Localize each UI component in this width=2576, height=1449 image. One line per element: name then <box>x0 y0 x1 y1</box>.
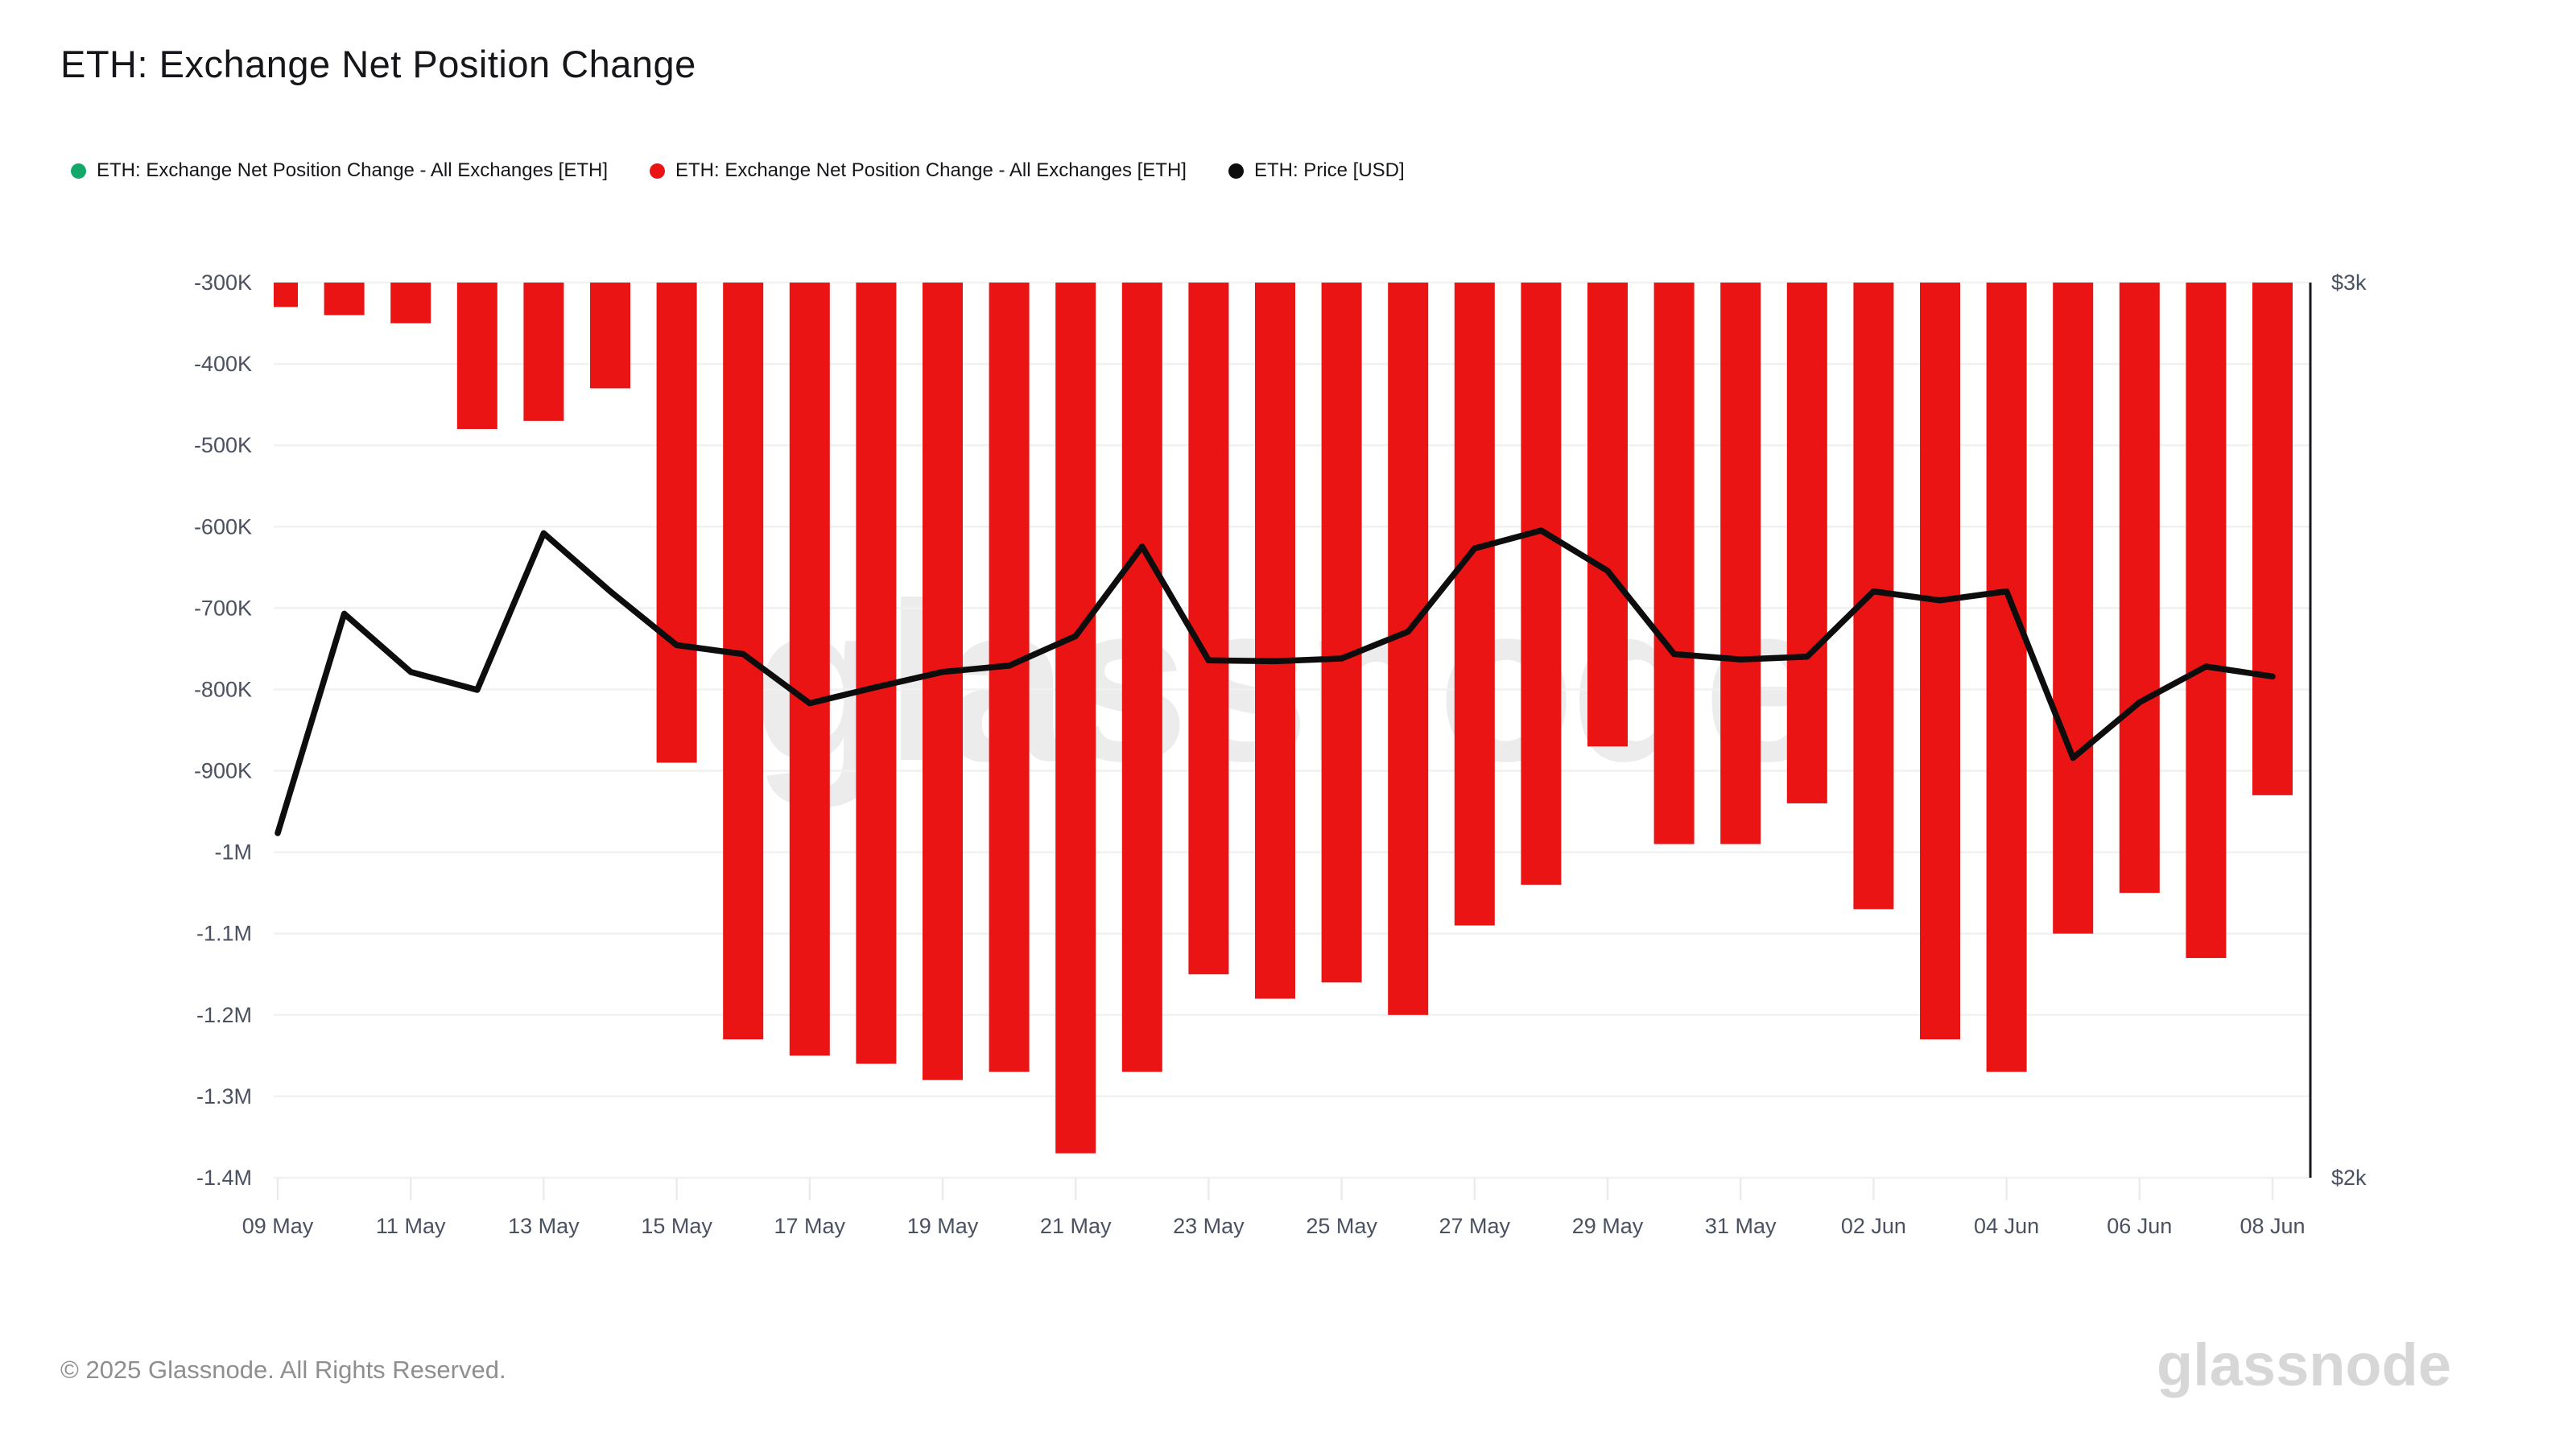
legend-item-net-position-positive[interactable]: ETH: Exchange Net Position Change - All … <box>71 159 608 182</box>
netflow-bar <box>274 283 298 308</box>
y-axis-label: -800K <box>194 677 252 701</box>
netflow-bar <box>1388 283 1429 1015</box>
netflow-bar <box>2119 283 2160 894</box>
netflow-bar <box>1188 283 1229 975</box>
netflow-bar <box>2252 283 2293 795</box>
y-axis-label: -1M <box>215 840 253 865</box>
netflow-bar <box>1055 283 1096 1154</box>
netflow-bar <box>1920 283 1960 1040</box>
netflow-bar <box>2186 283 2227 959</box>
x-axis-label: 11 May <box>376 1214 446 1238</box>
netflow-bar <box>1653 283 1695 844</box>
x-axis-label: 15 May <box>641 1214 712 1238</box>
legend-dot-red-icon <box>649 163 665 179</box>
x-axis-label: 31 May <box>1705 1214 1777 1238</box>
netflow-bar <box>456 283 497 429</box>
netflow-bar <box>1786 283 1827 803</box>
y-axis-label: -700K <box>194 596 252 620</box>
netflow-bar <box>590 283 630 389</box>
y-axis-label: -1.2M <box>196 1003 252 1027</box>
y-axis-label: -1.3M <box>196 1084 252 1108</box>
x-axis-label: 04 Jun <box>1974 1214 2039 1238</box>
y-axis-label: -600K <box>194 514 252 539</box>
y-axis-label: -500K <box>194 433 252 457</box>
netflow-bar <box>1587 283 1628 747</box>
legend-dot-green-icon <box>71 163 86 179</box>
x-axis-label: 19 May <box>907 1214 979 1238</box>
price-line <box>275 527 2276 836</box>
x-axis-label: 25 May <box>1306 1214 1377 1238</box>
x-axis-label: 17 May <box>774 1214 846 1238</box>
legend-label: ETH: Exchange Net Position Change - All … <box>675 159 1187 181</box>
x-axis-label: 27 May <box>1439 1214 1511 1238</box>
right-axis-label: $2k <box>2331 1166 2367 1190</box>
legend-item-eth-price[interactable]: ETH: Price [USD] <box>1228 159 1405 182</box>
x-axis-label: 23 May <box>1173 1214 1245 1238</box>
x-axis-label: 02 Jun <box>1841 1214 1906 1238</box>
y-axis-label: -400K <box>194 352 252 376</box>
x-axis-label: 08 Jun <box>2240 1214 2305 1238</box>
x-axis-label: 29 May <box>1572 1214 1644 1238</box>
netflow-bar <box>1454 283 1495 926</box>
x-axis-label: 06 Jun <box>2107 1214 2172 1238</box>
netflow-bar <box>1255 283 1295 999</box>
glassnode-logo[interactable]: glassnode <box>2157 1331 2451 1398</box>
netflow-bar <box>390 283 431 324</box>
netflow-bar <box>656 283 697 763</box>
y-axis-label: -900K <box>194 759 252 783</box>
netflow-bar <box>324 283 365 316</box>
chart-legend: ETH: Exchange Net Position Change - All … <box>71 159 1405 182</box>
netflow-bar <box>989 283 1030 1072</box>
netflow-bar <box>1121 283 1162 1072</box>
x-axis-label: 13 May <box>508 1214 580 1238</box>
netflow-bar <box>923 283 963 1080</box>
netflow-bar <box>856 283 897 1064</box>
netflow-bar <box>1986 283 2027 1072</box>
netflow-bar <box>523 283 564 421</box>
legend-label: ETH: Price [USD] <box>1253 159 1405 181</box>
right-axis-label: $3k <box>2331 270 2367 295</box>
netflow-bar <box>1321 283 1362 983</box>
x-axis-label: 21 May <box>1040 1214 1112 1238</box>
netflow-bar <box>789 283 830 1056</box>
netflow-bar <box>2053 283 2094 934</box>
legend-item-net-position-negative[interactable]: ETH: Exchange Net Position Change - All … <box>649 159 1187 182</box>
netflow-bar <box>1720 283 1761 844</box>
y-axis-label: -1.4M <box>196 1166 252 1190</box>
y-axis-label: -300K <box>194 270 252 295</box>
page-title: ETH: Exchange Net Position Change <box>60 43 696 85</box>
legend-label: ETH: Exchange Net Position Change - All … <box>97 159 608 181</box>
legend-dot-black-icon <box>1228 163 1244 179</box>
copyright-text: © 2025 Glassnode. All Rights Reserved. <box>60 1356 506 1384</box>
y-axis-label: -1.1M <box>196 922 252 946</box>
netflow-bar <box>1521 283 1562 886</box>
x-axis-label: 09 May <box>242 1214 314 1238</box>
